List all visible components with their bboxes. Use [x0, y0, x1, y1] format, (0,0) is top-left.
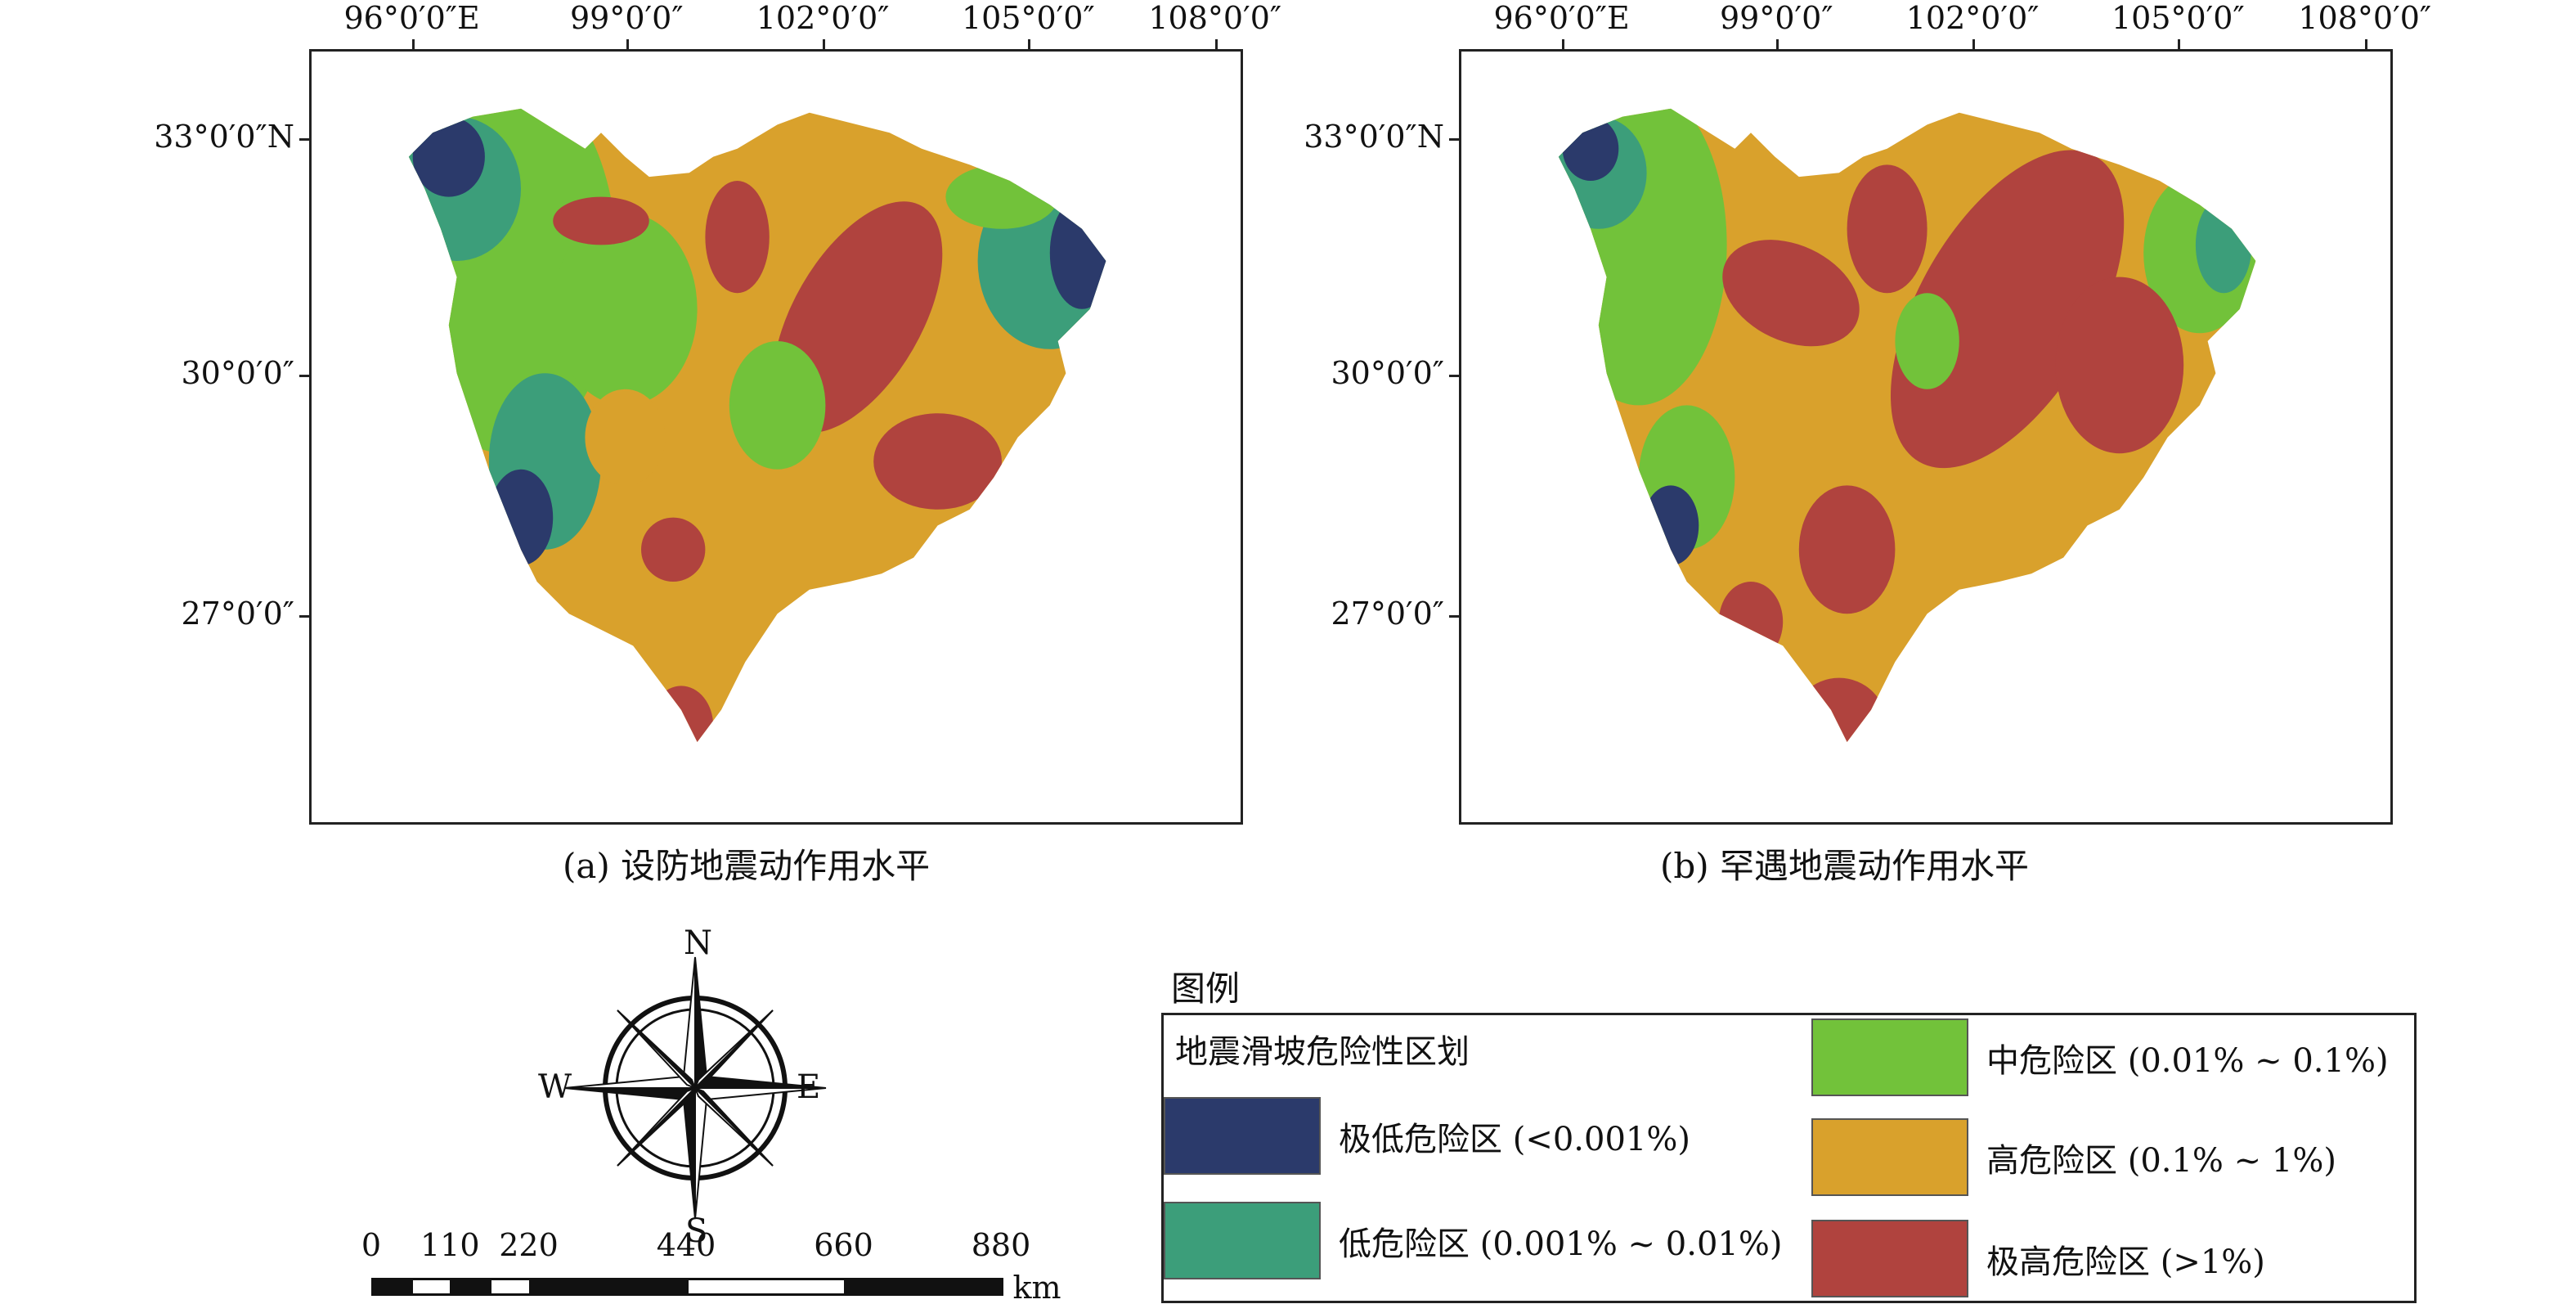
scale-bar-segment — [371, 1278, 414, 1296]
scale-bar-label: 440 — [656, 1227, 716, 1263]
legend-swatch — [1164, 1202, 1321, 1279]
y-tick-mark — [299, 375, 309, 378]
map-panel-a — [309, 49, 1243, 825]
scale-bar-unit: km — [1012, 1270, 1061, 1306]
scale-bar-segment — [528, 1278, 689, 1296]
x-tick-mark — [1972, 39, 1976, 49]
compass-north-label: N — [684, 924, 712, 962]
legend-swatch — [1164, 1097, 1321, 1175]
legend-swatch — [1811, 1018, 1968, 1096]
compass-east-label: E — [797, 1068, 821, 1106]
x-tick-mark — [1561, 39, 1564, 49]
scale-bar-segment — [686, 1278, 846, 1296]
y-tick-label: 30°0′0″ — [181, 355, 294, 392]
x-tick-mark — [1214, 39, 1218, 49]
map-panel-b — [1459, 49, 2393, 825]
x-tick-label: 102°0′0″ — [1905, 0, 2040, 36]
caption-panel-a: (a) 设防地震动作用水平 — [563, 846, 931, 886]
y-tick-mark — [299, 138, 309, 142]
x-tick-mark — [1776, 39, 1779, 49]
x-tick-label: 108°0′0″ — [2298, 0, 2432, 36]
compass-rose-icon — [563, 956, 827, 1220]
y-tick-label: 27°0′0″ — [1331, 596, 1444, 632]
compass-south-label: S — [685, 1212, 708, 1250]
legend-swatch — [1811, 1220, 1968, 1297]
x-tick-mark — [2178, 39, 2181, 49]
scale-bar-label: 220 — [499, 1227, 559, 1263]
legend-item: 中危险区 (0.01% ~ 0.1%) — [1811, 1018, 2389, 1096]
compass-west-label: W — [538, 1068, 572, 1106]
x-tick-label: 96°0′0″E — [343, 0, 480, 36]
hazard-map-a — [408, 108, 1106, 743]
x-tick-label: 105°0′0″ — [2111, 0, 2245, 36]
legend-item: 极低危险区 (<0.001%) — [1164, 1097, 1690, 1175]
legend-box: 地震滑坡危险性区划 极低危险区 (<0.001%) 低危险区 (0.001% ~ … — [1161, 1013, 2417, 1303]
scale-bar-segment — [450, 1278, 492, 1296]
x-tick-mark — [823, 39, 826, 49]
scale-bar-segment — [843, 1278, 1003, 1296]
scale-bar-segment — [489, 1278, 532, 1296]
y-tick-mark — [1449, 375, 1459, 378]
legend-label: 极高危险区 (>1%) — [1986, 1243, 2265, 1281]
y-tick-label: 30°0′0″ — [1331, 355, 1444, 392]
x-tick-label: 96°0′0″E — [1493, 0, 1630, 36]
x-tick-mark — [2364, 39, 2367, 49]
x-tick-mark — [1028, 39, 1031, 49]
y-tick-label: 33°0′0″N — [154, 119, 294, 155]
legend-label: 高危险区 (0.1% ~ 1%) — [1986, 1141, 2336, 1180]
y-tick-mark — [1449, 615, 1459, 618]
y-tick-mark — [299, 615, 309, 618]
x-tick-label: 108°0′0″ — [1148, 0, 1282, 36]
y-tick-mark — [1449, 138, 1459, 142]
scale-bar: 0 110 220 440 660 880 km — [360, 1227, 1447, 1306]
legend-title: 图例 — [1171, 969, 1241, 1009]
caption-panel-b: (b) 罕遇地震动作用水平 — [1660, 846, 2030, 886]
scale-bar-label: 880 — [971, 1227, 1031, 1263]
y-tick-label: 27°0′0″ — [181, 596, 294, 632]
legend-label: 低危险区 (0.001% ~ 0.01%) — [1339, 1225, 1783, 1263]
legend-swatch — [1811, 1118, 1968, 1196]
scale-bar-segment — [411, 1278, 453, 1296]
x-tick-label: 105°0′0″ — [961, 0, 1095, 36]
legend-item: 高危险区 (0.1% ~ 1%) — [1811, 1118, 2336, 1196]
scale-bar-label: 660 — [814, 1227, 873, 1263]
x-tick-label: 99°0′0″ — [570, 0, 684, 36]
hazard-map-b — [1558, 108, 2256, 743]
x-tick-mark — [626, 39, 630, 49]
legend-item: 极高危险区 (>1%) — [1811, 1220, 2265, 1297]
legend-subtitle: 地震滑坡危险性区划 — [1175, 1033, 1470, 1071]
y-tick-label: 33°0′0″N — [1304, 119, 1444, 155]
legend-item: 低危险区 (0.001% ~ 0.01%) — [1164, 1202, 1782, 1279]
x-tick-label: 102°0′0″ — [756, 0, 890, 36]
x-tick-label: 99°0′0″ — [1720, 0, 1833, 36]
scale-bar-label: 110 — [420, 1227, 480, 1263]
north-arrow-compass: N S W E — [538, 924, 850, 1250]
x-tick-mark — [411, 39, 415, 49]
legend-label: 极低危险区 (<0.001%) — [1339, 1120, 1690, 1158]
scale-bar-label: 0 — [361, 1227, 382, 1263]
legend-label: 中危险区 (0.01% ~ 0.1%) — [1986, 1041, 2389, 1080]
